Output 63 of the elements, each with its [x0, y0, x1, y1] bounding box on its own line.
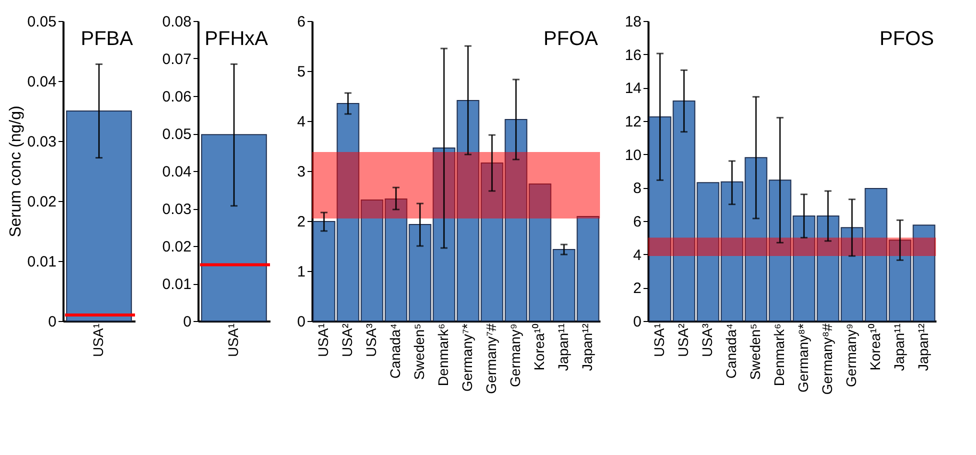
y-tick-label: 0 — [48, 314, 56, 330]
y-tick-label: 0.07 — [162, 51, 192, 68]
x-tick-label: USA² — [339, 323, 355, 357]
x-tick-label: USA¹ — [90, 323, 106, 357]
y-tick-label: 4 — [297, 114, 306, 130]
y-tick-label: 0.05 — [162, 126, 192, 143]
y-tick-label: 0 — [633, 314, 642, 330]
x-tick-label: Germany⁷# — [483, 323, 499, 394]
x-tick-label: Sweden⁵ — [747, 324, 763, 380]
chart-title: PFBA — [80, 28, 134, 50]
y-tick-label: 10 — [624, 146, 642, 164]
x-tick-label: USA¹ — [225, 323, 241, 357]
y-tick-label: 4 — [633, 246, 642, 264]
x-tick-label: USA³ — [699, 323, 715, 357]
x-tick-label: Sweden⁵ — [411, 324, 427, 380]
x-tick-label: USA³ — [363, 323, 379, 357]
x-tick-label: Japan¹² — [915, 323, 931, 371]
chart-title: PFOA — [544, 28, 599, 50]
y-tick-label: 12 — [624, 114, 642, 130]
x-tick-label: Canada⁴ — [723, 324, 739, 379]
y-tick-label: 6 — [297, 14, 306, 30]
y-tick-label: 8 — [633, 180, 642, 198]
chart-title: PFOS — [880, 28, 934, 50]
y-tick-label: 0.03 — [162, 201, 192, 218]
y-tick-label: 0.01 — [27, 254, 56, 270]
x-tick-label: Germany⁸# — [819, 323, 835, 395]
y-tick-label: 0.08 — [162, 14, 192, 30]
x-tick-label: Germany⁸* — [795, 322, 811, 392]
x-tick-label: USA¹ — [315, 323, 331, 357]
y-tick-label: 5 — [297, 64, 306, 80]
x-tick-label: Denmark⁶ — [435, 324, 451, 386]
y-tick-label: 0.02 — [162, 238, 192, 256]
y-tick-label: 3 — [297, 164, 306, 180]
x-tick-label: Korea¹⁰ — [531, 324, 547, 371]
x-tick-label: Denmark⁶ — [771, 324, 787, 386]
y-tick-label: 0 — [183, 314, 192, 330]
y-tick-label: 6 — [633, 214, 642, 230]
x-tick-label: Canada⁴ — [387, 324, 403, 379]
y-tick-label: 18 — [624, 14, 642, 30]
x-tick-label: Korea¹⁰ — [867, 324, 883, 371]
y-tick-label: 0.01 — [162, 276, 192, 293]
x-tick-label: Japan¹¹ — [891, 323, 907, 371]
x-tick-label: Germany⁹ — [843, 324, 859, 388]
y-tick-label: 2 — [633, 280, 642, 298]
x-tick-label: USA¹ — [651, 323, 667, 357]
chart-title: PFHxA — [204, 28, 269, 50]
y-tick-label: 0.04 — [162, 164, 192, 180]
x-tick-label: Japan¹² — [579, 323, 595, 371]
y-tick-label: 16 — [624, 46, 642, 64]
y-tick-label: 0.04 — [27, 74, 56, 90]
y-tick-label: 1 — [297, 264, 306, 280]
x-tick-label: USA² — [675, 323, 691, 357]
y-tick-label: 0.03 — [27, 134, 56, 150]
y-tick-label: 0.05 — [27, 14, 56, 30]
y-axis-title: Serum conc (ng/g) — [7, 106, 24, 238]
y-tick-label: 14 — [624, 80, 642, 98]
y-tick-label: 0.02 — [27, 194, 56, 210]
y-tick-label: 0 — [297, 314, 306, 330]
x-tick-label: Germany⁷* — [459, 322, 475, 392]
x-tick-label: Japan¹¹ — [555, 323, 571, 371]
y-tick-label: 2 — [297, 214, 306, 230]
x-tick-label: Germany⁹ — [507, 324, 523, 388]
y-tick-label: 0.06 — [162, 88, 192, 106]
